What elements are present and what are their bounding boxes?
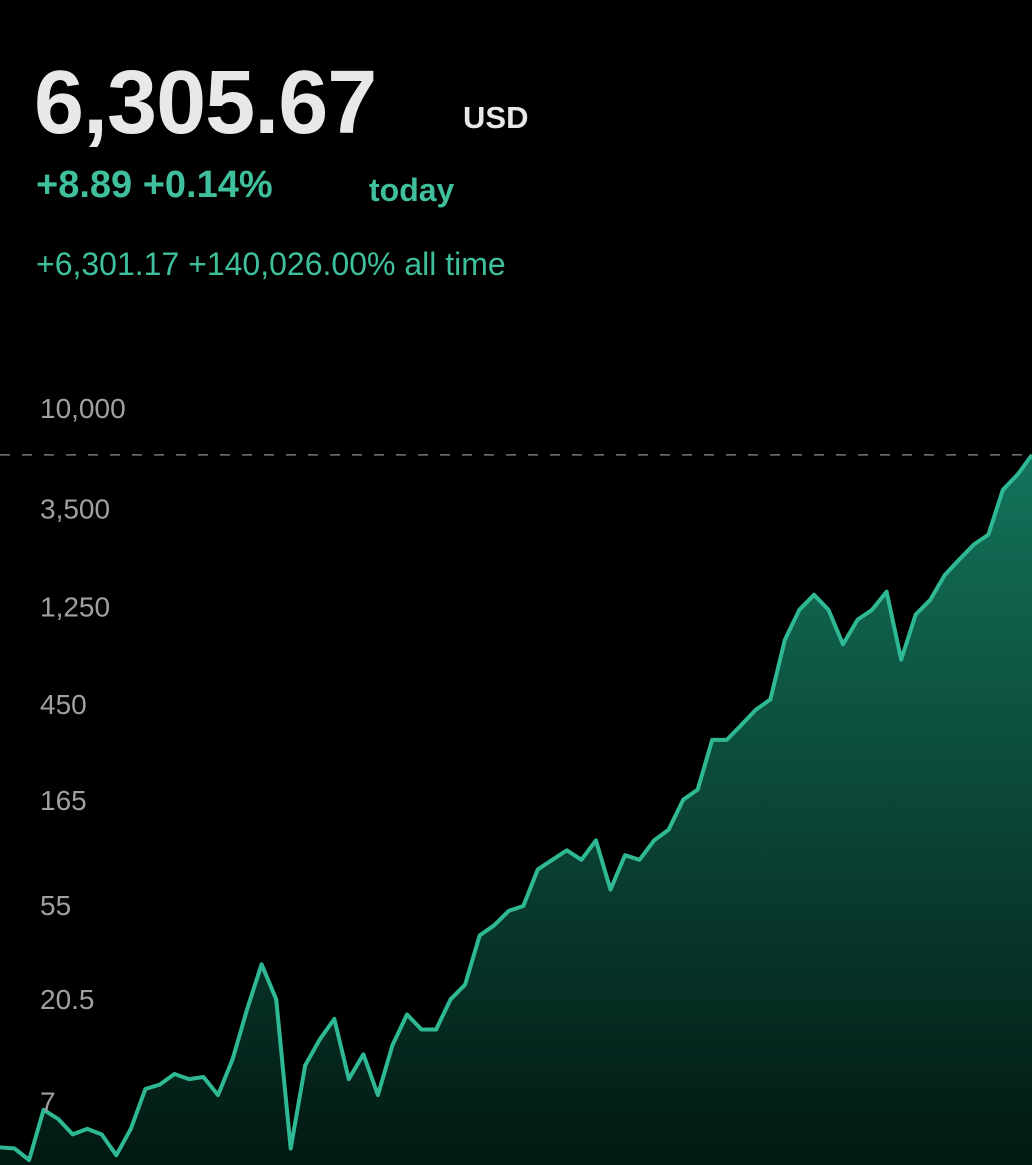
y-tick-label: 55 bbox=[40, 890, 71, 921]
all-time-label: all time bbox=[404, 246, 506, 282]
price: 6,305.67 bbox=[34, 53, 377, 153]
area-fill bbox=[0, 454, 1032, 1165]
y-tick-label: 7 bbox=[40, 1087, 56, 1118]
today-label: today bbox=[369, 172, 455, 208]
y-tick-label: 3,500 bbox=[40, 493, 110, 524]
all-time: +6,301.17 +140,026.00% all time bbox=[36, 246, 506, 283]
y-tick-label: 1,250 bbox=[40, 592, 110, 623]
y-tick-label: 20.5 bbox=[40, 984, 95, 1015]
y-tick-label: 10,000 bbox=[40, 393, 126, 424]
line bbox=[0, 453, 1032, 1162]
y-tick-label: 165 bbox=[40, 785, 87, 816]
today-change: +8.89 +0.14% bbox=[36, 164, 273, 206]
y-tick-label: 450 bbox=[40, 689, 87, 720]
currency: USD bbox=[463, 100, 529, 135]
all-time-change: +6,301.17 +140,026.00% bbox=[36, 246, 396, 282]
